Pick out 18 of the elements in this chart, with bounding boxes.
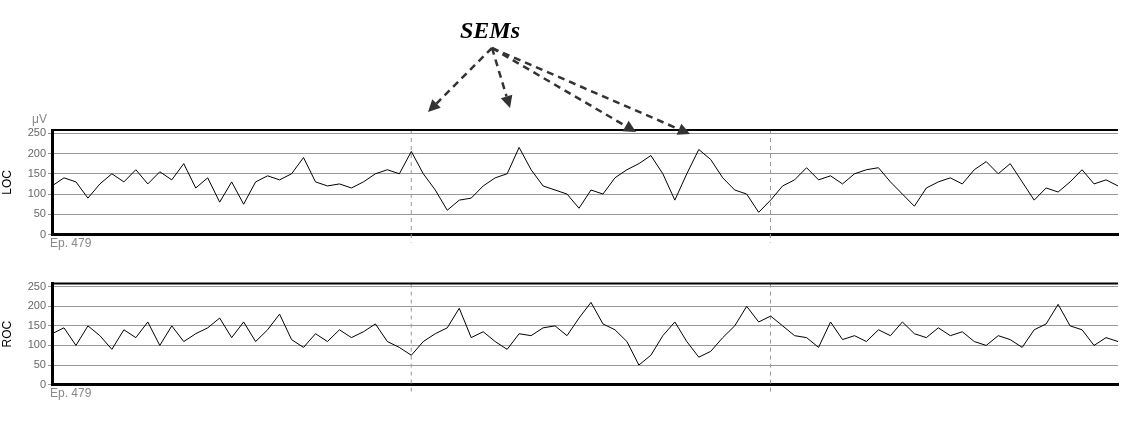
text: μV <box>32 112 47 127</box>
text: Ep. 479 <box>50 235 92 250</box>
y-tick-label: 200 <box>27 299 46 312</box>
text: Ep. 479 <box>50 385 92 400</box>
y-tick-label: 250 <box>27 126 46 139</box>
y-tick-label: 0 <box>39 377 46 390</box>
y-tick-label: 100 <box>27 187 46 200</box>
y-tick-label: 100 <box>27 338 46 351</box>
y-axis-title: LOC <box>0 169 14 195</box>
y-tick-label: 50 <box>33 207 46 220</box>
chart-title: SEMs <box>459 17 521 44</box>
y-tick-label: 200 <box>27 146 46 159</box>
y-tick-label: 150 <box>27 166 46 179</box>
y-axis-title: ROC <box>0 320 14 348</box>
y-tick-label: 250 <box>27 279 46 292</box>
y-tick-label: 50 <box>33 358 46 371</box>
y-tick-label: 150 <box>27 318 46 331</box>
y-tick-label: 0 <box>39 227 46 240</box>
